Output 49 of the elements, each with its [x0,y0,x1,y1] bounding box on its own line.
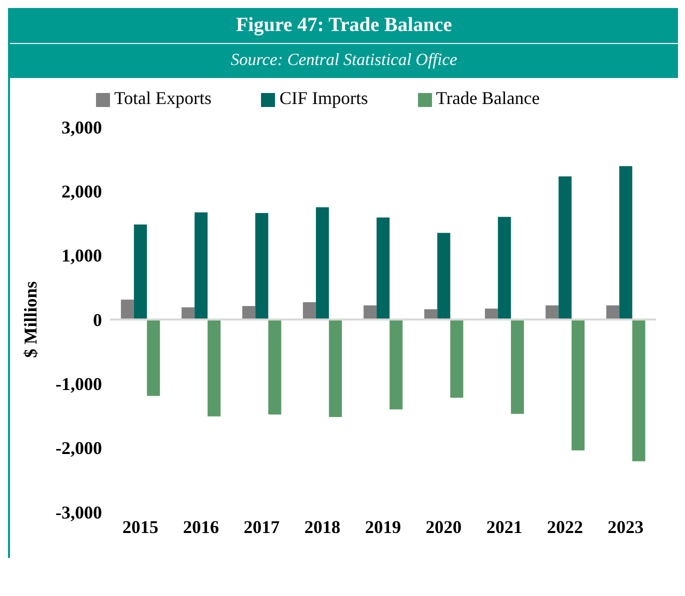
bar [558,176,572,320]
bar [510,320,524,414]
y-tick-label: -3,000 [56,502,102,522]
bar [242,306,256,320]
bar [498,216,511,320]
x-tick-label: 2022 [547,516,583,537]
bar [120,300,134,320]
x-tick-label: 2023 [608,516,644,537]
bar [146,320,160,396]
y-tick-label: 3,000 [62,117,102,138]
x-tick-label: 2017 [244,516,280,537]
bar [208,320,221,416]
bar [390,320,403,410]
bar [606,305,620,320]
bar [546,305,559,320]
x-tick-label: 2016 [183,516,219,537]
y-tick-label: -1,000 [56,374,102,394]
bar [364,305,377,320]
chart-title: Figure 47: Trade Balance [10,14,678,44]
legend-label: CIF Imports [279,88,368,108]
bar [302,302,316,320]
y-tick-label: -2,000 [56,438,102,458]
bar [450,320,464,398]
bar [619,166,632,320]
chart-subtitle: Source: Central Statistical Office [230,49,458,70]
bar [328,320,342,418]
x-tick-label: 2020 [426,516,462,537]
bar [376,217,390,320]
y-tick-label: 2,000 [62,182,102,202]
bar [484,308,498,320]
bar [268,320,282,414]
x-tick-label: 2019 [365,516,401,537]
bar [316,207,329,320]
y-tick-label: 0 [93,310,102,330]
bar [182,307,195,320]
bar [255,212,268,320]
bar [424,309,438,320]
bar [437,232,450,320]
x-tick-label: 2021 [486,516,522,537]
legend-label: Total Exports [114,88,212,108]
bar [572,320,585,450]
y-axis-title: $ Millions [20,281,40,358]
bar [194,212,208,320]
bar [632,320,646,462]
x-tick-label: 2015 [122,516,158,537]
y-tick-label: 1,000 [62,246,102,266]
legend-label: Trade Balance [436,88,540,108]
bar [134,224,147,320]
x-tick-label: 2018 [304,516,340,537]
